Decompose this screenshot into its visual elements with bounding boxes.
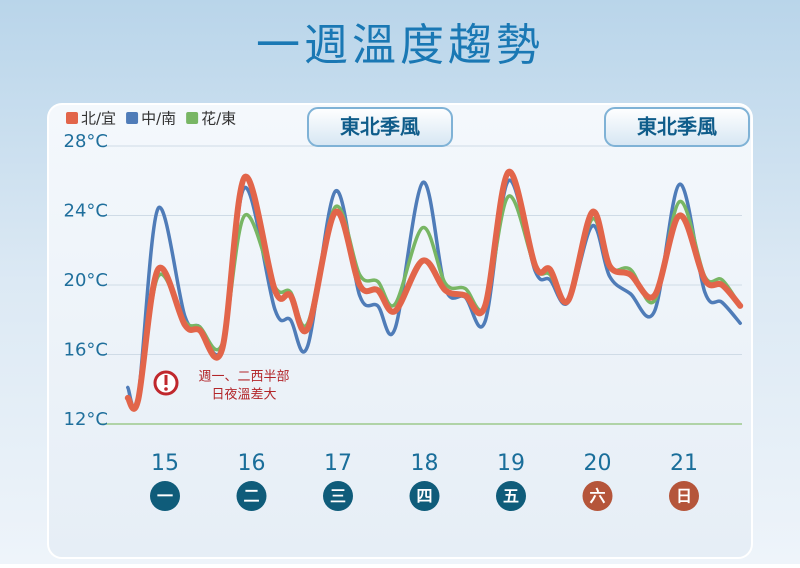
badge-box xyxy=(604,107,750,147)
weekday-label: 一 xyxy=(157,487,173,506)
note: 週一、二西半部 日夜溫差大 xyxy=(153,370,290,403)
panel xyxy=(47,103,753,559)
weekday-circle xyxy=(150,481,180,511)
x-tick-label: 18 xyxy=(411,451,439,476)
weekday-label: 二 xyxy=(243,487,259,506)
legend-label: 北/宜 xyxy=(81,110,116,128)
y-tick-label: 24°C xyxy=(64,201,108,222)
x-tick-label: 20 xyxy=(584,451,612,476)
weekday-circle xyxy=(236,481,267,511)
chart-title: 一週溫度趨勢 xyxy=(256,20,544,71)
series-line xyxy=(124,169,744,412)
x-tick-label: 21 xyxy=(670,451,698,476)
weekday-circle xyxy=(323,481,353,511)
x-tick-label: 16 xyxy=(238,451,266,476)
legend-label: 花/東 xyxy=(201,110,236,128)
weekday-label: 三 xyxy=(330,487,346,506)
y-tick-label: 12°C xyxy=(64,409,108,430)
weekday-label: 五 xyxy=(503,487,519,506)
weekday-label: 日 xyxy=(676,487,692,506)
note-text: 日夜溫差大 xyxy=(211,388,276,403)
badge-box xyxy=(307,107,453,147)
badge-text: 東北季風 xyxy=(637,115,717,139)
note-text: 週一、二西半部 xyxy=(198,370,289,385)
weekday-circle xyxy=(496,481,526,511)
weekday-circle xyxy=(409,481,440,511)
legend-swatch xyxy=(66,112,78,124)
badge-text: 東北季風 xyxy=(340,115,420,139)
x-tick-label: 17 xyxy=(324,451,352,476)
y-tick-label: 28°C xyxy=(64,131,108,152)
weekday-circle xyxy=(582,481,613,511)
legend-swatch xyxy=(126,112,139,124)
badge: 東北季風 xyxy=(604,107,750,147)
x-tick-label: 19 xyxy=(497,451,525,476)
x-tick-label: 15 xyxy=(151,451,179,476)
warning-icon-dot xyxy=(164,387,168,391)
legend-label: 中/南 xyxy=(141,110,176,128)
legend-swatch xyxy=(186,112,199,124)
warning-icon-bar xyxy=(164,375,168,385)
y-tick-label: 20°C xyxy=(64,270,108,291)
badge: 東北季風 xyxy=(307,107,453,147)
weekday-circle xyxy=(669,481,699,511)
weekday-label: 四 xyxy=(416,487,432,506)
y-tick-label: 16°C xyxy=(64,340,108,361)
weekday-label: 六 xyxy=(589,487,605,506)
